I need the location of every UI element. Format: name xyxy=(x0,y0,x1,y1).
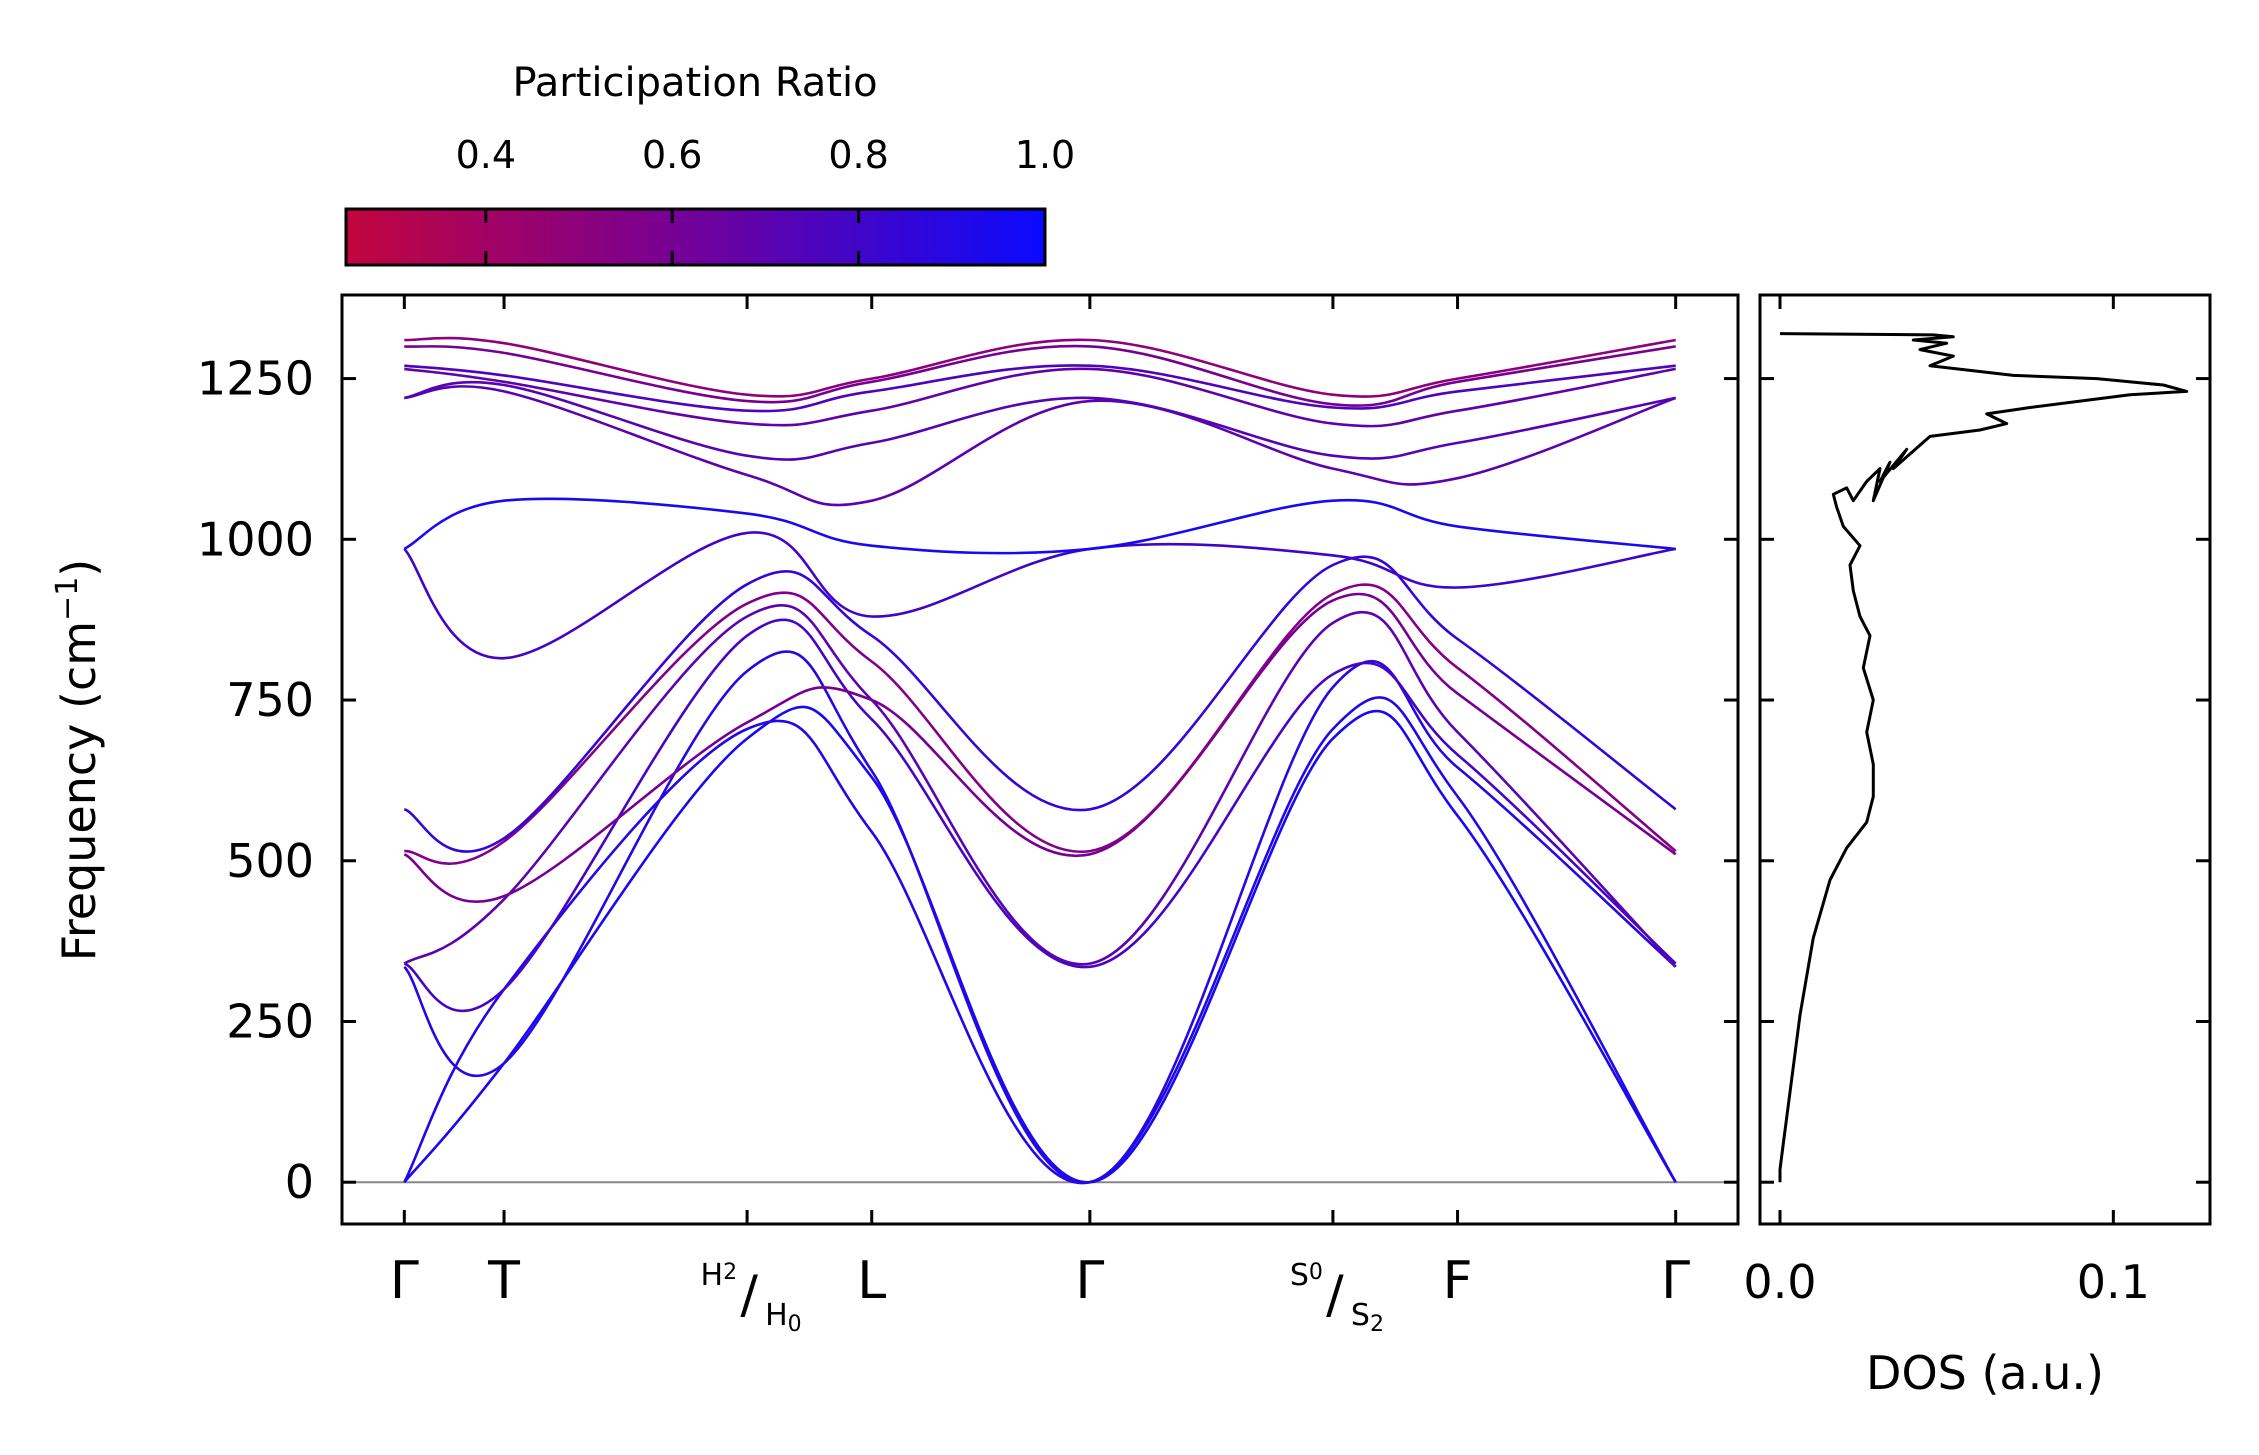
dos-x-tick-label: 0.1 xyxy=(2077,1255,2150,1309)
x-tick-label: F xyxy=(1443,1251,1473,1311)
x-tick-label-slash: / xyxy=(1326,1265,1344,1325)
y-tick-label: 750 xyxy=(226,673,314,727)
dos-y-ticks xyxy=(1760,377,2210,1184)
x-tick-label: T xyxy=(487,1251,520,1311)
band-acoustic-2 xyxy=(403,696,1677,1185)
y-axis-title-base: Frequency (cm xyxy=(52,621,106,961)
dos-x-tick-label: 0.0 xyxy=(1743,1255,1816,1309)
dos-plot: 0.0 0.1 DOS (a.u.) xyxy=(1743,293,2212,1400)
x-tick-label: Γ xyxy=(390,1251,419,1311)
band-lines xyxy=(342,336,1738,1185)
y-axis-ticks: 0 250 500 750 1000 1250 xyxy=(197,352,1738,1209)
band-high-1310b xyxy=(404,336,1676,398)
x-tick-label-top: H2 xyxy=(701,1258,738,1293)
band-optical-815 xyxy=(403,531,1676,660)
dos-curve xyxy=(1778,332,2189,1183)
x-tick-label: Γ xyxy=(1661,1251,1690,1311)
colorbar-tick-label: 1.0 xyxy=(1015,133,1075,177)
x-axis-ticks: Γ T H2/H0L Γ S0/S2F Γ xyxy=(390,295,1690,1337)
x-tick-label-bottom: H0 xyxy=(765,1298,802,1337)
colorbar-ticks: 0.4 0.6 0.8 1.0 xyxy=(456,133,1075,265)
colorbar-tick-label: 0.8 xyxy=(828,133,888,177)
y-tick-label: 1000 xyxy=(197,512,314,566)
x-tick-label-top: S0 xyxy=(1290,1258,1323,1293)
band-optical-340a xyxy=(403,618,1677,1013)
band-high-1300a xyxy=(404,344,1676,407)
dos-x-axis-title: DOS (a.u.) xyxy=(1866,1346,2104,1400)
band-optical-510b xyxy=(404,583,1677,865)
y-axis-title-exponent: −1 xyxy=(50,577,85,621)
band-high-1265a xyxy=(404,367,1676,428)
dos-plot-frame xyxy=(1758,293,2212,1226)
y-tick-label: 500 xyxy=(226,834,314,888)
y-axis-title-close: ) xyxy=(52,559,106,577)
x-tick-label-bottom-sub: 2 xyxy=(1370,1312,1384,1337)
band-optical-580 xyxy=(403,555,1677,853)
colorbar-gradient xyxy=(344,207,1047,267)
band-high-1270b xyxy=(404,364,1676,413)
x-tick-label-bottom: S2 xyxy=(1351,1298,1384,1337)
y-tick-label: 0 xyxy=(285,1155,314,1209)
x-tick-label-slash: / xyxy=(740,1265,758,1325)
band-high-1220b xyxy=(404,380,1676,461)
x-tick-label-split: H2/H0 xyxy=(701,1258,802,1337)
x-tick-label: Γ xyxy=(1075,1251,1104,1311)
band-optical-510a xyxy=(403,592,1677,904)
colorbar-title: Participation Ratio xyxy=(512,60,877,106)
band-optical-340b xyxy=(403,604,1677,968)
band-high-1220a xyxy=(404,385,1677,507)
x-tick-label-top-sub: 2 xyxy=(723,1260,737,1285)
x-tick-label: L xyxy=(857,1251,886,1311)
band-acoustic-1 xyxy=(403,705,1677,1184)
dos-x-ticks: 0.0 0.1 xyxy=(1743,295,2150,1309)
y-tick-label: 250 xyxy=(226,994,314,1048)
colorbar-tick-label: 0.4 xyxy=(456,133,516,177)
svg-text:Frequency (cm−1): Frequency (cm−1) xyxy=(50,559,106,962)
dos-curve-group xyxy=(1778,332,2189,1183)
x-tick-label-split: S0/S2 xyxy=(1290,1258,1384,1337)
x-tick-label-top-sub: 0 xyxy=(1309,1260,1323,1285)
colorbar: Participation Ratio 0.4 0.6 0.8 1.0 xyxy=(344,60,1075,267)
y-axis-title: Frequency (cm−1) xyxy=(50,559,106,962)
band-acoustic-3 xyxy=(403,650,1677,1184)
y-tick-label: 1250 xyxy=(197,352,314,406)
band-optical-1060 xyxy=(403,497,1676,555)
band-plot-frame xyxy=(340,293,1740,1226)
colorbar-tick-label: 0.6 xyxy=(642,133,702,177)
x-tick-label-bottom-sub: 0 xyxy=(788,1312,802,1337)
